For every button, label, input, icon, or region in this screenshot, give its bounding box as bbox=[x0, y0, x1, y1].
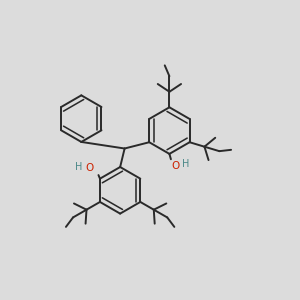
Text: O: O bbox=[172, 161, 180, 171]
Text: H: H bbox=[182, 159, 190, 169]
Text: H: H bbox=[75, 161, 82, 172]
Text: O: O bbox=[86, 163, 94, 173]
